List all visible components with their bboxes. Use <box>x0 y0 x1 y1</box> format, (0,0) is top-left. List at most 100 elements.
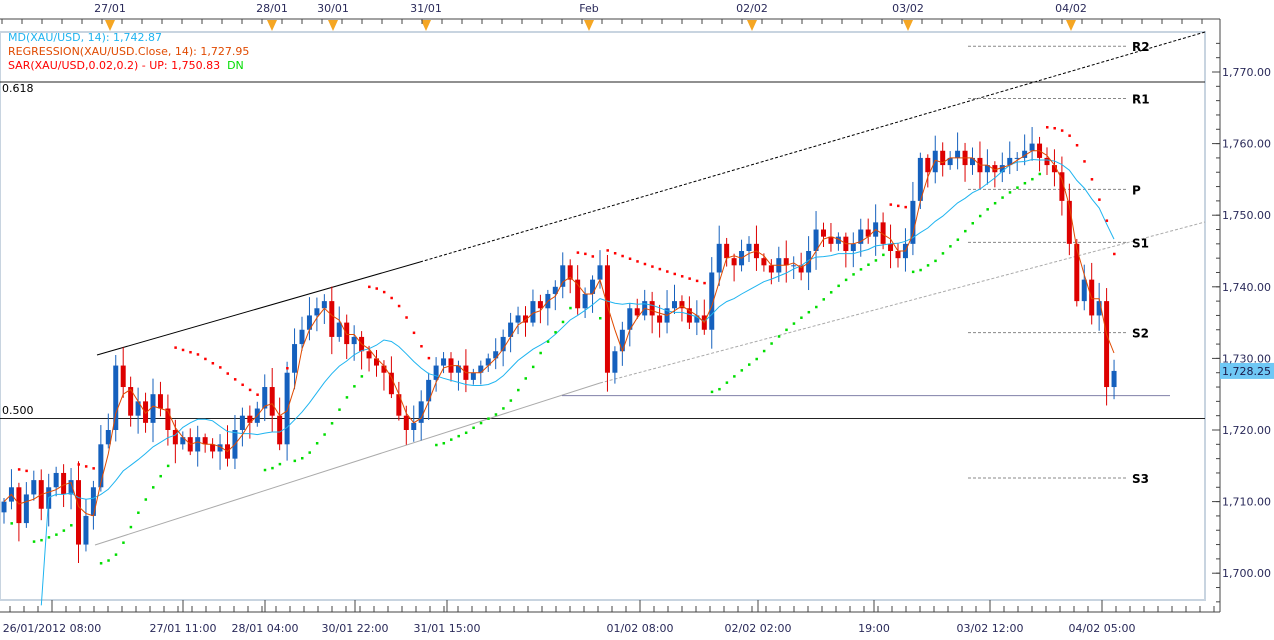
sar-dot <box>1016 186 1019 189</box>
candle-body <box>90 487 96 516</box>
candle-body <box>262 387 268 409</box>
candle-body <box>947 157 953 166</box>
candle-body <box>724 243 730 259</box>
candle-body <box>806 251 812 273</box>
sar-dot <box>792 322 796 325</box>
candle-body <box>374 358 379 366</box>
sar-dot <box>889 203 893 206</box>
candle-body <box>247 415 253 423</box>
price-tick-label: 1,710.00 <box>1222 496 1271 509</box>
candle-body <box>403 415 409 430</box>
candle-body <box>426 379 432 402</box>
sar-dot <box>382 290 386 294</box>
sar-dot <box>956 238 960 241</box>
pivot-label: S2 <box>1132 327 1149 341</box>
candle-body <box>23 494 29 524</box>
sar-dot <box>777 335 781 338</box>
candle-body <box>768 265 774 273</box>
candle-body <box>53 472 59 488</box>
candle-body <box>619 329 625 352</box>
candle-body <box>269 387 275 416</box>
sar-dot <box>84 465 88 468</box>
candle-body <box>523 315 528 323</box>
candle-body <box>657 315 663 323</box>
candle-body <box>567 265 573 280</box>
sar-dot <box>323 433 326 436</box>
candle-body <box>150 394 156 423</box>
regression-legend: REGRESSION(XAU/USD.Close, 14): 1,727.95 <box>8 45 250 58</box>
sar-dot <box>420 345 423 348</box>
indicator-legend: MD(XAU/USD, 14): 1,742.87 REGRESSION(XAU… <box>8 31 249 73</box>
candle-body <box>1059 172 1065 201</box>
top-axis-label: 02/02 <box>736 2 768 15</box>
sar-dot <box>584 252 587 256</box>
sar-dot <box>770 342 773 345</box>
sar-dot <box>748 363 751 366</box>
sar-dot <box>509 399 513 402</box>
candle-body <box>560 265 566 287</box>
sar-dot <box>844 278 848 282</box>
sar-dot <box>435 443 438 447</box>
candle-body <box>98 444 104 488</box>
sar-dot <box>1046 126 1049 129</box>
candle-body <box>530 301 536 323</box>
candle-body <box>999 165 1005 173</box>
candle-body <box>716 243 722 273</box>
sar-dot <box>464 431 468 435</box>
candle-body <box>455 365 461 373</box>
sar-dot <box>129 525 133 529</box>
sar-dot <box>233 378 237 381</box>
sar-dot <box>688 277 691 280</box>
candle-body <box>984 165 990 173</box>
sar-dot <box>315 442 319 445</box>
candle-body <box>508 322 514 337</box>
sar-dot <box>159 474 162 478</box>
candle-body <box>478 365 484 373</box>
time-axis-label: 03/02 12:00 <box>957 622 1024 635</box>
sar-dot <box>822 298 825 301</box>
sar-dot <box>576 251 580 254</box>
candle-body <box>76 480 81 545</box>
sar-dot <box>256 393 259 396</box>
sar-dot <box>174 346 177 349</box>
time-axis-label: 31/01 15:00 <box>414 622 481 635</box>
candle-body <box>761 258 767 266</box>
sar-dot <box>450 438 453 441</box>
event-marker-icon <box>903 20 913 31</box>
time-axis-label: 26/01/2012 08:00 <box>3 622 102 635</box>
candle-body <box>537 301 543 309</box>
sar-dot <box>859 268 863 271</box>
sar-dot <box>92 467 95 470</box>
sar-dot <box>211 362 215 365</box>
sar-dot <box>1038 172 1042 176</box>
candle-body <box>210 444 216 452</box>
sar-dot <box>1068 134 1071 137</box>
sar-dot <box>1001 196 1004 199</box>
time-axis-label: 19:00 <box>858 622 890 635</box>
sar-dot <box>293 459 297 463</box>
candle-body <box>470 372 476 380</box>
sar-dot <box>114 553 118 556</box>
candle-body <box>672 301 677 309</box>
candle-body <box>597 265 603 280</box>
candle-body <box>1074 243 1080 302</box>
sar-dot <box>353 385 356 388</box>
sar-dot <box>1008 191 1012 194</box>
sar-dot <box>25 469 28 473</box>
pivot-label: R1 <box>1132 92 1150 106</box>
candle-body <box>835 236 841 244</box>
sar-dot <box>189 350 192 354</box>
candle-body <box>217 444 223 452</box>
event-marker-icon <box>584 20 594 31</box>
regression-line <box>3 150 1115 517</box>
sar-dot <box>1098 198 1101 201</box>
price-tick-label: 1,720.00 <box>1222 424 1271 437</box>
sar-dot <box>524 377 527 380</box>
candle-body <box>292 344 298 373</box>
candle-body <box>418 401 424 423</box>
candle-body <box>61 472 67 495</box>
sar-dot <box>17 468 21 471</box>
candle-body <box>1014 157 1020 159</box>
candle-body <box>1096 301 1102 316</box>
